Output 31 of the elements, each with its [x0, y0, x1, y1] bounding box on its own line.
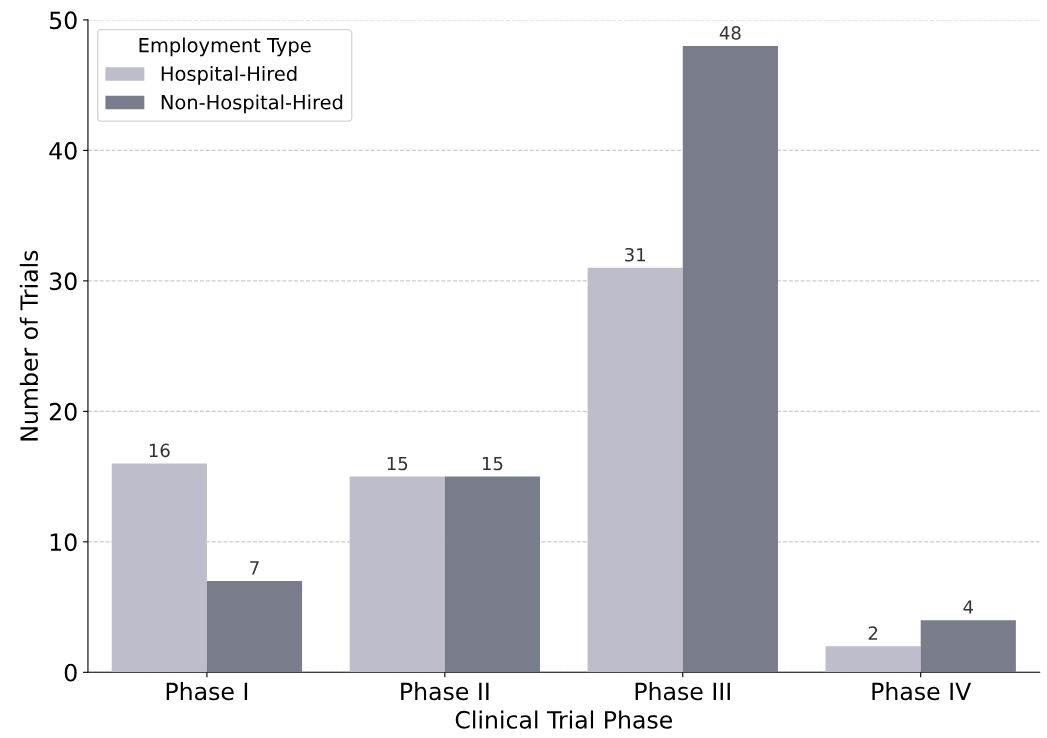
- data-label: 48: [719, 26, 741, 40]
- data-label: 31: [625, 247, 646, 262]
- bar: [349, 476, 445, 673]
- x-tick-label: Phase III: [635, 682, 730, 701]
- bar: [825, 646, 921, 673]
- bar: [920, 620, 1016, 673]
- x-tick-label: Phase I: [166, 682, 248, 701]
- bar: [587, 267, 683, 673]
- data-label: 15: [387, 456, 408, 471]
- x-tick-label: Phase II: [401, 682, 489, 701]
- data-label: 7: [250, 561, 259, 575]
- x-axis-title: Clinical Trial Phase: [455, 710, 672, 729]
- data-label: 2: [868, 626, 878, 640]
- bar: [444, 476, 541, 673]
- y-tick-label: 20: [49, 402, 77, 421]
- bar: [682, 46, 778, 673]
- y-axis-title: Number of Trials: [19, 250, 39, 441]
- legend-title: Employment Type: [139, 37, 311, 57]
- data-label: 4: [963, 600, 974, 614]
- y-tick-label: 40: [49, 141, 77, 160]
- bar: [206, 580, 303, 673]
- x-tick-label: Phase IV: [872, 682, 972, 701]
- legend-label: Hospital-Hired: [161, 65, 297, 85]
- y-tick-label: 0: [64, 663, 77, 682]
- legend-label: Non-Hospital-Hired: [161, 94, 343, 114]
- bar: [111, 463, 207, 673]
- y-tick-label: 10: [50, 533, 77, 552]
- data-label: 16: [149, 443, 170, 458]
- y-tick-label: 50: [50, 11, 77, 30]
- data-label: 15: [482, 456, 503, 471]
- y-tick-label: 30: [49, 272, 77, 291]
